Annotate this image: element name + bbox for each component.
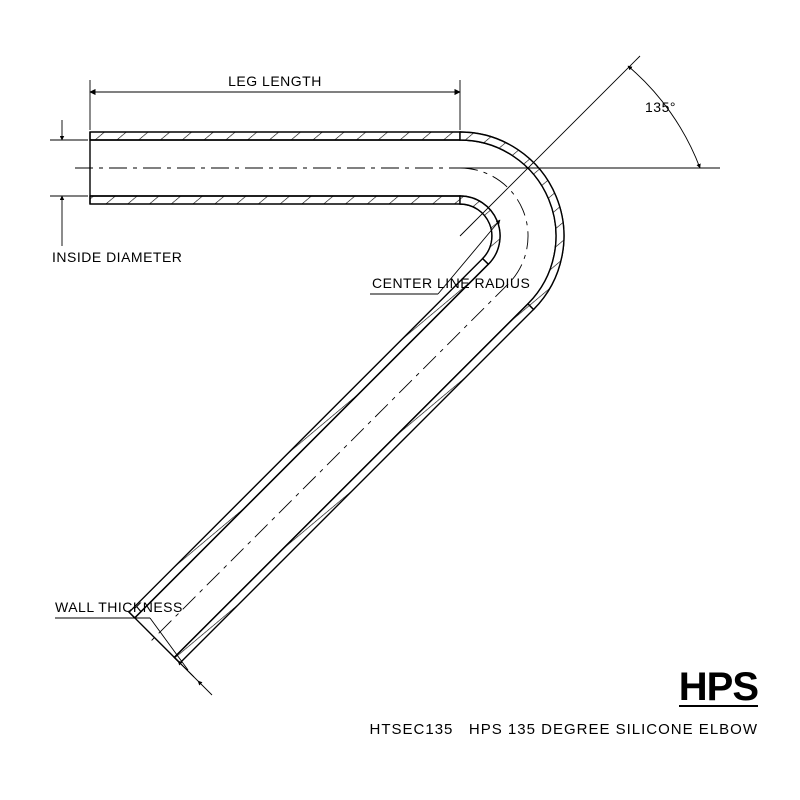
- label-inside-diameter: INSIDE DIAMETER: [52, 249, 182, 265]
- part-info: HTSEC135 HPS 135 DEGREE SILICONE ELBOW: [370, 721, 758, 738]
- tube-wall-bottom: [90, 196, 460, 204]
- label-wall-thickness: WALL THICKNESS: [55, 599, 183, 615]
- tube-wall-diag-outer: [174, 304, 533, 663]
- label-clr: CENTER LINE RADIUS: [372, 275, 530, 291]
- label-leg-length: LEG LENGTH: [228, 73, 322, 89]
- tube-wall-top: [90, 132, 460, 140]
- dim-angle: [628, 66, 700, 168]
- part-title: HPS 135 DEGREE SILICONE ELBOW: [469, 721, 758, 738]
- label-angle: 135°: [645, 99, 676, 115]
- brand-logo: HPS: [679, 665, 758, 710]
- centerline-diag: [150, 284, 508, 642]
- part-number: HTSEC135: [370, 721, 454, 738]
- tube-wall-diag-inner: [129, 259, 488, 618]
